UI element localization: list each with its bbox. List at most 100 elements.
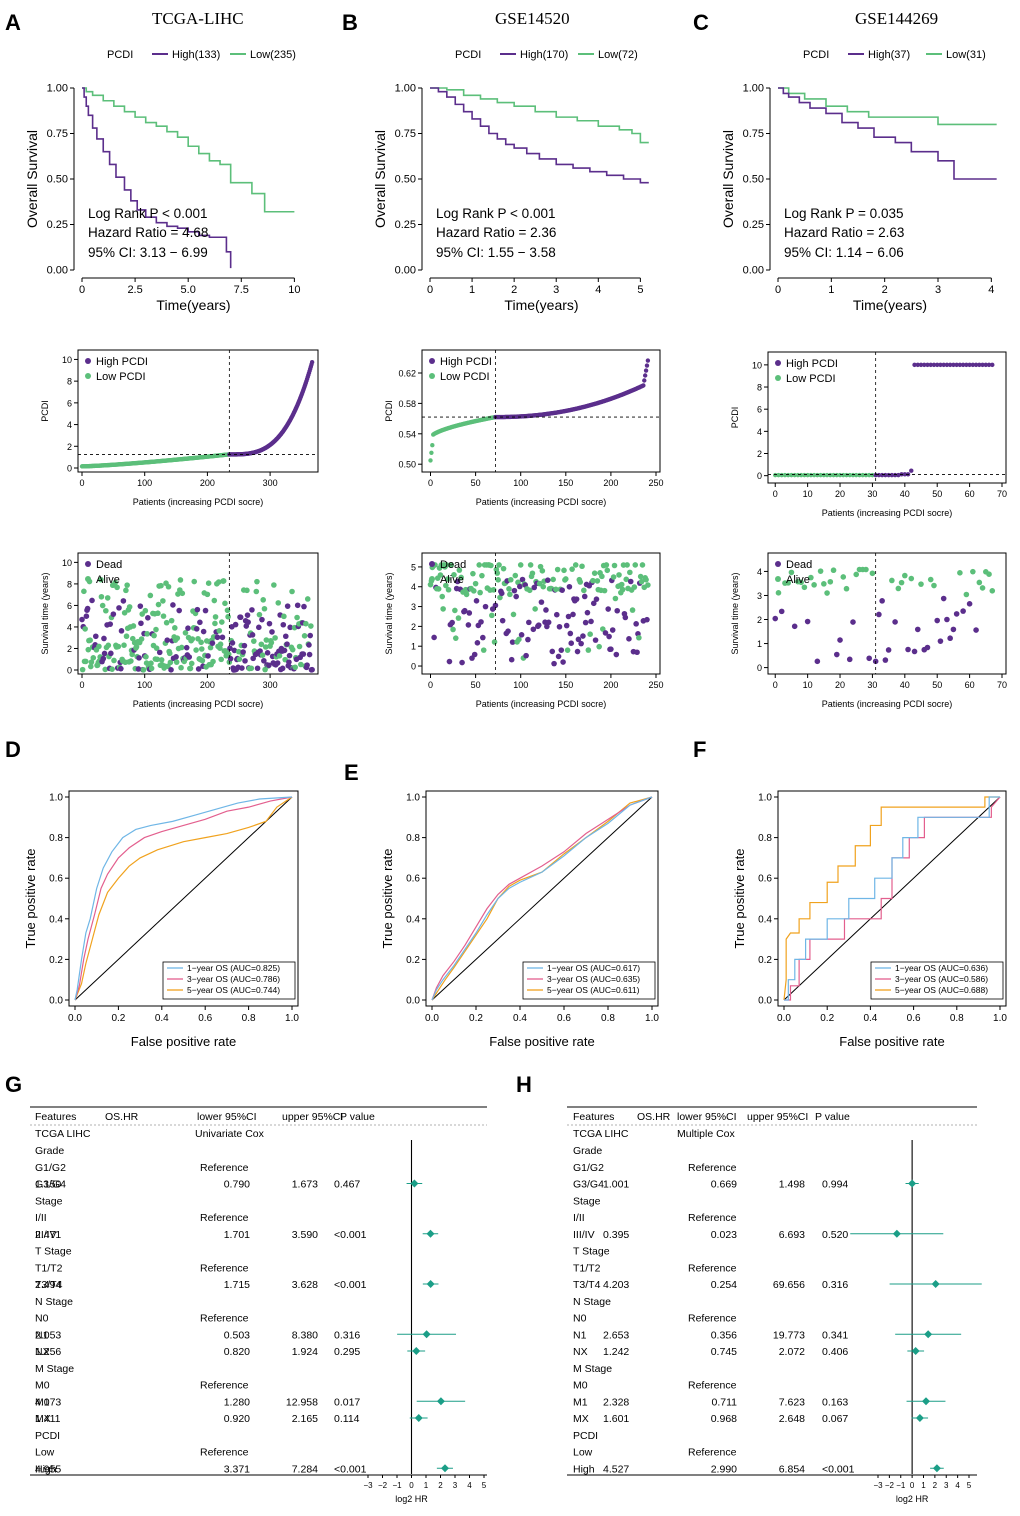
roc-x-tick-label: 0.0 — [777, 1013, 791, 1024]
survival-point-alive — [440, 606, 446, 612]
survival-point-dead — [241, 642, 248, 649]
km-legend-low: Low(235) — [250, 49, 296, 61]
forest-row-label: T1/T2 — [35, 1262, 63, 1274]
score-point-low — [860, 472, 865, 478]
survival-point-alive — [261, 605, 268, 612]
forest-plot-1: Features OS.HR lower 95%CI upper 95%CIP val… — [30, 1106, 487, 1504]
survival-point-alive — [102, 666, 108, 673]
roc-curve-3yr — [431, 796, 653, 1001]
km-x-tick-label: 0 — [775, 284, 781, 296]
score-point-low — [841, 472, 846, 478]
forest-lower: 0.790 — [224, 1179, 250, 1191]
roc-curve-1yr — [431, 796, 653, 1001]
survival-point-dead — [195, 666, 202, 672]
survival-point-dead — [580, 633, 586, 639]
score-ylabel: PCDI — [40, 400, 50, 422]
survival-point-alive — [155, 601, 162, 608]
km-legend-title: PCDI — [803, 49, 829, 61]
survival-point-dead — [545, 619, 552, 626]
survival-point-alive — [448, 562, 455, 568]
forest-lower: 0.920 — [224, 1413, 250, 1425]
score-point-low — [818, 472, 823, 478]
km-logrank-p: Log Rank P < 0.001 — [436, 206, 555, 221]
forest-hr: 1.150 — [35, 1179, 61, 1191]
score-point-low — [831, 472, 836, 478]
survival-point-dead — [950, 626, 957, 633]
roc-x-tick-label: 0.2 — [469, 1013, 483, 1024]
score-x-tick-label: 30 — [867, 489, 877, 499]
roc-curve-3yr — [784, 796, 1001, 1001]
roc-x-tick-label: 0.2 — [111, 1013, 125, 1024]
survival-point-dead — [286, 659, 292, 665]
roc-y-tick-label: 0.2 — [406, 955, 420, 966]
survival-x-tick-label: 30 — [867, 680, 877, 690]
survival-point-alive — [898, 579, 905, 586]
forest-pvalue: 0.994 — [822, 1179, 848, 1191]
survival-point-alive — [82, 658, 89, 665]
survival-point-dead — [882, 657, 889, 663]
forest-header: OS.HR — [105, 1111, 139, 1123]
forest-header: P value — [340, 1111, 375, 1123]
score-point-low — [847, 472, 852, 478]
survival-point-dead — [613, 651, 620, 658]
forest-pvalue: <0.001 — [334, 1463, 367, 1475]
survival-point-dead — [101, 635, 107, 642]
dataset-column-1: TCGA-LIHC PCDI High(133) Low(235) 0 2.5 5.0 7.5… — [23, 9, 319, 1049]
score-point-high — [941, 362, 946, 368]
survival-legend-alive-marker — [85, 576, 91, 582]
roc-xlabel: False positive rate — [839, 1034, 945, 1049]
score-point-high — [980, 362, 985, 368]
forest-hr: 1.001 — [603, 1179, 629, 1191]
forest-header: upper 95%CI — [747, 1111, 808, 1123]
score-x-tick-label: 200 — [200, 478, 215, 488]
survival-point-alive — [785, 580, 791, 586]
survival-point-alive — [561, 567, 567, 574]
forest-subtitle-left: TCGA LIHC — [573, 1128, 629, 1140]
score-y-tick-label: 10 — [752, 360, 762, 370]
roc-y-tick-label: 0.8 — [758, 833, 772, 844]
survival-point-alive — [863, 566, 869, 573]
survival-point-alive — [577, 579, 584, 585]
score-point-high — [967, 362, 972, 368]
survival-point-alive — [627, 569, 633, 576]
score-xlabel: Patients (increasing PCDI socre) — [822, 508, 953, 518]
roc-legend-box — [162, 961, 296, 1000]
forest-lower: 0.669 — [711, 1179, 737, 1191]
survival-point-dead — [237, 614, 244, 621]
forest-hr-marker — [436, 1397, 445, 1406]
score-point-high — [928, 362, 933, 368]
score-legend-high: High PCDI — [786, 358, 838, 370]
forest-reference: Reference — [200, 1380, 249, 1392]
km-x-tick-label: 5.0 — [181, 284, 196, 296]
panel-label-e: E — [344, 760, 359, 785]
forest-hr-marker — [922, 1397, 931, 1406]
survival-point-alive — [494, 570, 501, 576]
score-point-low — [850, 472, 856, 478]
survival-point-alive — [296, 643, 303, 650]
survival-point-dead — [79, 616, 85, 623]
survival-point-dead — [431, 634, 437, 641]
survival-y-tick-label: 4 — [757, 567, 762, 577]
score-point-high — [986, 362, 992, 368]
score-point-high — [902, 472, 908, 477]
forest-row-label: Stage — [573, 1195, 601, 1207]
survival-point-alive — [450, 626, 456, 633]
forest-upper: 6.854 — [779, 1463, 805, 1475]
roc-y-tick-label: 0.4 — [406, 914, 420, 925]
roc-y-tick-label: 0.0 — [49, 996, 63, 1007]
dataset-title: GSE144269 — [855, 9, 938, 28]
score-point-low — [811, 472, 817, 478]
roc-diagonal — [74, 796, 293, 1001]
forest-reference: Reference — [688, 1380, 737, 1392]
survival-point-alive — [235, 648, 242, 655]
survival-y-tick-label: 10 — [62, 558, 72, 568]
forest-row-label: N0 — [573, 1313, 587, 1325]
survival-point-dead — [173, 654, 179, 660]
survival-point-dead — [566, 583, 573, 590]
roc-legend-entry: 1−year OS (AUC=0.825) — [187, 963, 280, 973]
survival-point-alive — [111, 657, 117, 664]
survival-point-alive — [123, 587, 129, 594]
survival-point-dead — [282, 633, 289, 640]
survival-point-dead — [287, 624, 293, 631]
